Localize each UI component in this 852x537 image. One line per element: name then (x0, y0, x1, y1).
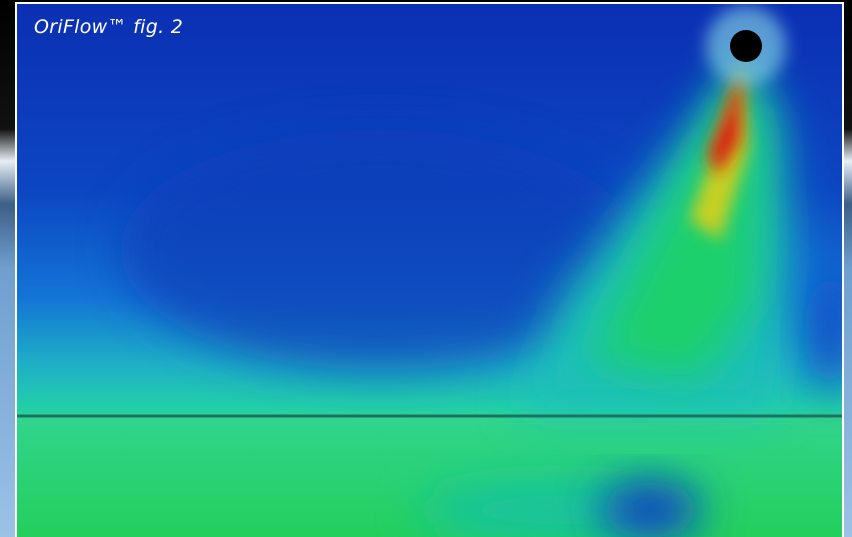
panel-border (15, 2, 844, 537)
field (17, 4, 842, 537)
caption: OriFlow™ fig. 2 (34, 16, 184, 38)
